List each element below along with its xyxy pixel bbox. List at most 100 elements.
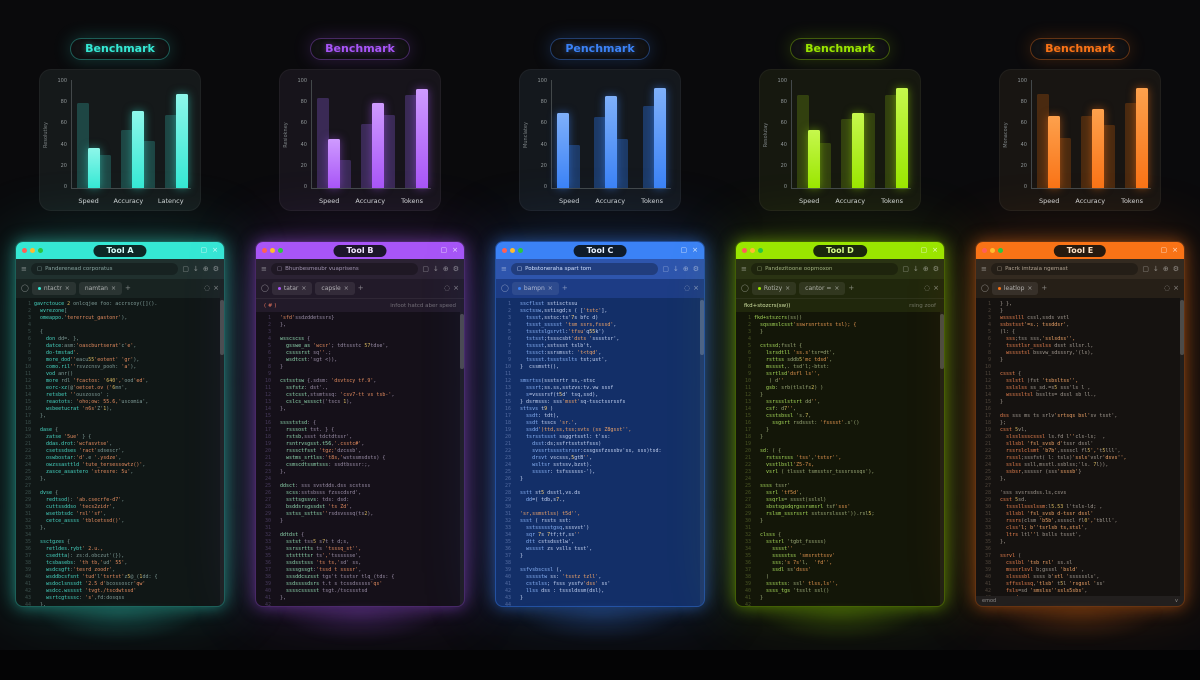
- maximize-icon[interactable]: ▢: [680, 246, 688, 254]
- close-traffic-light[interactable]: [502, 248, 507, 253]
- close-icon[interactable]: ×: [692, 246, 698, 254]
- download-icon[interactable]: ↓: [672, 264, 679, 273]
- tabbar-close-icon[interactable]: ×: [933, 284, 939, 292]
- tab-close-icon[interactable]: ×: [834, 285, 840, 292]
- scrollbar-thumb[interactable]: [940, 314, 944, 369]
- code-area[interactable]: 1 2 3 4 5 6 7 8 9 10 11 12 13 14 15 16 17 18 19 20 21 22 23 24 2…: [976, 298, 1184, 596]
- tab-close-icon[interactable]: ×: [110, 285, 117, 292]
- new-tab-icon[interactable]: +: [357, 284, 364, 292]
- menu-icon[interactable]: ≡: [741, 264, 747, 273]
- close-traffic-light[interactable]: [982, 248, 987, 253]
- gear-icon[interactable]: ⚙: [932, 264, 939, 273]
- maximize-icon[interactable]: ▢: [1160, 246, 1168, 254]
- new-tab-icon[interactable]: +: [561, 284, 568, 292]
- tabbar-close-icon[interactable]: ×: [1173, 284, 1179, 292]
- panel-icon[interactable]: ▢: [902, 264, 909, 273]
- address-bar[interactable]: ▢ Panderenead corporatus: [30, 263, 179, 275]
- minimize-traffic-light[interactable]: [270, 248, 275, 253]
- menu-icon[interactable]: ≡: [21, 264, 27, 273]
- tab-close-icon[interactable]: ×: [1027, 285, 1033, 292]
- close-traffic-light[interactable]: [22, 248, 27, 253]
- sidebar-toggle-icon[interactable]: ◯: [21, 284, 29, 292]
- tabbar-close-icon[interactable]: ×: [693, 284, 699, 292]
- close-traffic-light[interactable]: [262, 248, 267, 253]
- tab[interactable]: Rotizy ×: [751, 282, 797, 295]
- panel-icon[interactable]: ▢: [182, 264, 189, 273]
- address-bar[interactable]: ▢ Pacrk imtzaia ngemast: [990, 263, 1139, 275]
- code-area[interactable]: 1 2 3 4 5 6 7 8 9 10 11 12 13 14 15 16 17 18 19 20 21 22 23 24 2…: [16, 298, 224, 606]
- new-tab-icon[interactable]: +: [1041, 284, 1048, 292]
- scrollbar-thumb[interactable]: [460, 314, 464, 369]
- tab[interactable]: namtan ×: [78, 282, 123, 295]
- download-icon[interactable]: ↓: [432, 264, 439, 273]
- maximize-icon[interactable]: ▢: [920, 246, 928, 254]
- code-area[interactable]: 1 2 3 4 5 6 7 8 9 10 11 12 13 14 15 16 17 18 19 20 21 22 23 24 2…: [256, 312, 464, 606]
- zoom-traffic-light[interactable]: [998, 248, 1003, 253]
- sidebar-toggle-icon[interactable]: ◯: [741, 284, 749, 292]
- gear-icon[interactable]: ⚙: [692, 264, 699, 273]
- tabbar-close-icon[interactable]: ×: [453, 284, 459, 292]
- menu-icon[interactable]: ≡: [261, 264, 267, 273]
- extensions-icon[interactable]: ⊕: [442, 264, 449, 273]
- tab[interactable]: bampn ×: [511, 282, 559, 295]
- menu-icon[interactable]: ≡: [981, 264, 987, 273]
- maximize-icon[interactable]: ▢: [200, 246, 208, 254]
- scrollbar-thumb[interactable]: [700, 300, 704, 355]
- minimize-traffic-light[interactable]: [510, 248, 515, 253]
- new-tab-icon[interactable]: +: [848, 284, 855, 292]
- minimize-traffic-light[interactable]: [30, 248, 35, 253]
- panel-icon[interactable]: ▢: [1142, 264, 1149, 273]
- close-icon[interactable]: ×: [932, 246, 938, 254]
- sidebar-toggle-icon[interactable]: ◯: [981, 284, 989, 292]
- address-bar[interactable]: ▢ Pandezitoone oopmoxon: [750, 263, 899, 275]
- download-icon[interactable]: ↓: [912, 264, 919, 273]
- gear-icon[interactable]: ⚙: [452, 264, 459, 273]
- tab-close-icon[interactable]: ×: [785, 285, 791, 292]
- search-icon[interactable]: ◌: [444, 284, 451, 292]
- scrollbar[interactable]: [1180, 298, 1184, 596]
- tab-close-icon[interactable]: ×: [64, 285, 70, 292]
- panel-icon[interactable]: ▢: [662, 264, 669, 273]
- code-area[interactable]: 1 2 3 4 5 6 7 8 9 10 11 12 13 14 15 16 17 18 19 20 21 22 23 24 2…: [736, 312, 944, 606]
- close-icon[interactable]: ×: [452, 246, 458, 254]
- scrollbar[interactable]: [940, 312, 944, 606]
- tab[interactable]: tatar ×: [271, 282, 313, 295]
- code-area[interactable]: 1 2 3 4 5 6 7 8 9 10 11 12 13 14 15 16 17 18 19 20 21 22 23 24 2…: [496, 298, 704, 606]
- maximize-icon[interactable]: ▢: [440, 246, 448, 254]
- tab[interactable]: cantor = ×: [799, 282, 846, 295]
- download-icon[interactable]: ↓: [1152, 264, 1159, 273]
- download-icon[interactable]: ↓: [192, 264, 199, 273]
- gear-icon[interactable]: ⚙: [212, 264, 219, 273]
- scrollbar[interactable]: [700, 298, 704, 606]
- menu-icon[interactable]: ≡: [501, 264, 507, 273]
- tab-close-icon[interactable]: ×: [301, 285, 307, 292]
- minimize-traffic-light[interactable]: [990, 248, 995, 253]
- search-icon[interactable]: ◌: [1164, 284, 1171, 292]
- extensions-icon[interactable]: ⊕: [922, 264, 929, 273]
- tab-close-icon[interactable]: ×: [343, 285, 349, 292]
- zoom-traffic-light[interactable]: [758, 248, 763, 253]
- minimize-traffic-light[interactable]: [750, 248, 755, 253]
- tab[interactable]: leatlop ×: [991, 282, 1039, 295]
- panel-icon[interactable]: ▢: [422, 264, 429, 273]
- scrollbar-thumb[interactable]: [220, 300, 224, 355]
- search-icon[interactable]: ◌: [684, 284, 691, 292]
- close-icon[interactable]: ×: [212, 246, 218, 254]
- tab[interactable]: ntactr ×: [31, 282, 76, 295]
- sidebar-toggle-icon[interactable]: ◯: [501, 284, 509, 292]
- zoom-traffic-light[interactable]: [38, 248, 43, 253]
- extensions-icon[interactable]: ⊕: [682, 264, 689, 273]
- search-icon[interactable]: ◌: [924, 284, 931, 292]
- zoom-traffic-light[interactable]: [518, 248, 523, 253]
- search-icon[interactable]: ◌: [204, 284, 211, 292]
- scrollbar-thumb[interactable]: [1180, 300, 1184, 355]
- address-bar[interactable]: ▢ Bhunbesmeubr vuaprisens: [270, 263, 419, 275]
- gear-icon[interactable]: ⚙: [1172, 264, 1179, 273]
- tabbar-close-icon[interactable]: ×: [213, 284, 219, 292]
- chevron-down-icon[interactable]: v: [1175, 598, 1178, 604]
- scrollbar[interactable]: [220, 298, 224, 606]
- close-traffic-light[interactable]: [742, 248, 747, 253]
- close-icon[interactable]: ×: [1172, 246, 1178, 254]
- address-bar[interactable]: ▢ Pobstoneraha spart tom: [510, 263, 659, 275]
- extensions-icon[interactable]: ⊕: [1162, 264, 1169, 273]
